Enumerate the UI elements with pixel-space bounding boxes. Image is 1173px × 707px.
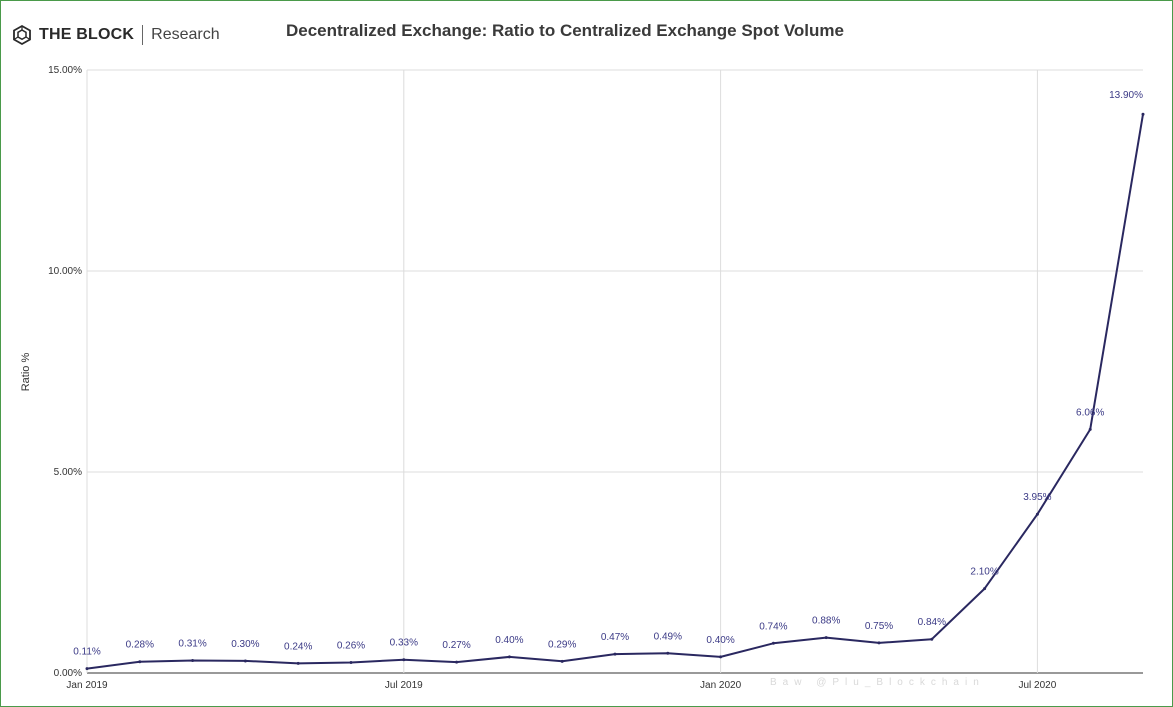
data-label: 0.49% bbox=[654, 631, 682, 642]
watermark: Baw @Plu_Blockchain bbox=[770, 677, 985, 688]
data-point bbox=[930, 637, 934, 641]
data-label: 0.40% bbox=[706, 635, 734, 646]
data-point bbox=[507, 655, 511, 659]
brand-subtitle: Research bbox=[151, 26, 220, 43]
y-tick-label: 15.00% bbox=[48, 65, 82, 76]
data-label: 0.84% bbox=[918, 617, 946, 628]
brand-logo: THE BLOCK Research bbox=[11, 24, 220, 46]
x-tick-label: Jan 2020 bbox=[700, 680, 742, 691]
x-tick-label: Jul 2019 bbox=[385, 680, 423, 691]
data-label: 0.31% bbox=[178, 639, 206, 650]
cube-icon bbox=[13, 24, 31, 46]
data-point bbox=[1088, 427, 1092, 431]
data-label: 0.11% bbox=[73, 647, 101, 658]
data-point bbox=[666, 651, 670, 655]
data-point bbox=[402, 658, 406, 662]
data-label: 6.06% bbox=[1076, 407, 1104, 418]
data-label: 13.90% bbox=[1109, 90, 1143, 101]
x-tick-label: Jul 2020 bbox=[1018, 680, 1056, 691]
data-label: 0.24% bbox=[284, 641, 312, 652]
data-point bbox=[824, 636, 828, 640]
x-tick-label: Jan 2019 bbox=[66, 680, 108, 691]
data-label: 0.33% bbox=[390, 638, 418, 649]
data-point bbox=[191, 659, 195, 663]
data-label: 0.88% bbox=[812, 616, 840, 627]
data-point bbox=[243, 659, 247, 663]
data-label: 0.27% bbox=[442, 640, 470, 651]
y-tick-label: 5.00% bbox=[54, 467, 82, 478]
data-label: 0.26% bbox=[337, 641, 365, 652]
data-point bbox=[771, 641, 775, 645]
data-point bbox=[138, 660, 142, 664]
chart-title: Decentralized Exchange: Ratio to Central… bbox=[286, 21, 844, 40]
data-point bbox=[719, 655, 723, 659]
data-point bbox=[85, 667, 89, 671]
data-label: 0.40% bbox=[495, 635, 523, 646]
brand-name: THE BLOCK bbox=[39, 26, 135, 43]
data-point bbox=[349, 661, 353, 665]
data-point bbox=[560, 659, 564, 663]
data-point bbox=[983, 587, 987, 591]
data-label: 0.29% bbox=[548, 639, 576, 650]
data-label: 0.75% bbox=[865, 621, 893, 632]
data-label: 0.74% bbox=[759, 621, 787, 632]
data-point bbox=[296, 661, 300, 665]
series-line bbox=[86, 114, 1144, 670]
data-label: 0.47% bbox=[601, 632, 629, 643]
data-label: 2.10% bbox=[970, 567, 998, 578]
data-label: 0.30% bbox=[231, 639, 259, 650]
data-point bbox=[455, 660, 459, 664]
data-point bbox=[1035, 512, 1039, 516]
data-label: 0.28% bbox=[126, 640, 154, 651]
brand-separator bbox=[142, 25, 144, 45]
y-tick-label: 0.00% bbox=[54, 668, 82, 679]
data-label: 3.95% bbox=[1023, 492, 1051, 503]
data-point bbox=[1141, 112, 1145, 116]
y-tick-label: 10.00% bbox=[48, 266, 82, 277]
data-point bbox=[613, 652, 617, 656]
data-point bbox=[877, 641, 881, 645]
